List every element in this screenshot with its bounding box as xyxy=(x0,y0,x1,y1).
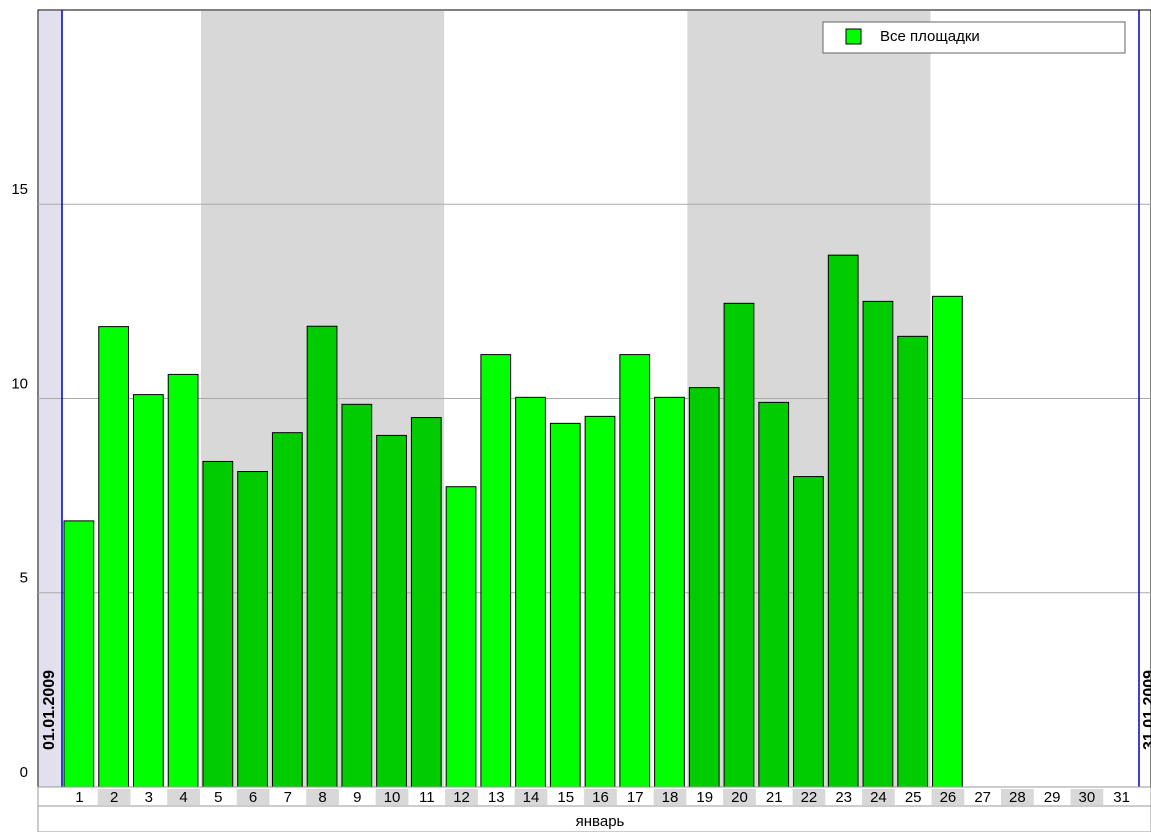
legend xyxy=(822,21,1126,54)
bar xyxy=(306,325,338,788)
x-axis-label: январь xyxy=(576,813,625,830)
bar xyxy=(897,335,929,788)
bar-layer xyxy=(63,254,963,788)
x-tick-label: 8 xyxy=(318,789,326,806)
bar xyxy=(688,387,720,788)
day-cell xyxy=(445,789,478,805)
y-tick-label: 0 xyxy=(20,764,28,781)
bar xyxy=(341,403,373,788)
x-tick-label: 23 xyxy=(835,789,852,806)
day-cell xyxy=(1070,789,1104,805)
x-tick-label: 31 xyxy=(1113,789,1130,806)
bar xyxy=(271,432,303,788)
x-tick-label: 12 xyxy=(453,789,470,806)
day-cell xyxy=(792,789,826,805)
bar xyxy=(827,254,859,788)
day-cell xyxy=(723,789,756,805)
x-tick-label: 1 xyxy=(75,789,83,806)
x-tick-label: 30 xyxy=(1079,789,1096,806)
x-tick-label: 9 xyxy=(353,789,361,806)
bar xyxy=(202,460,234,788)
bar xyxy=(619,354,651,788)
day-cell xyxy=(862,789,895,805)
y-tick-label: 15 xyxy=(11,181,28,198)
x-tick-label: 6 xyxy=(249,789,257,806)
bar xyxy=(654,396,685,788)
day-cell xyxy=(306,789,339,805)
bar xyxy=(480,354,512,788)
bar xyxy=(167,373,199,788)
bar xyxy=(723,302,755,788)
x-tick-label: 7 xyxy=(284,789,292,806)
day-cell xyxy=(584,789,617,805)
y-tick-label: 5 xyxy=(20,570,28,587)
bar xyxy=(63,520,95,788)
x-tick-label: 21 xyxy=(766,789,783,806)
x-tick-label: 18 xyxy=(662,789,679,806)
x-tick-label: 25 xyxy=(905,789,922,806)
day-cell xyxy=(167,789,200,805)
x-tick-label: 17 xyxy=(627,789,644,806)
bar xyxy=(758,401,790,788)
x-tick-label: 29 xyxy=(1044,789,1061,806)
x-tick-label: 24 xyxy=(870,789,887,806)
bar xyxy=(132,394,164,788)
bar xyxy=(410,417,442,788)
legend-label: Все площадки xyxy=(880,28,980,45)
x-tick-label: 15 xyxy=(557,789,574,806)
day-cell xyxy=(514,789,548,805)
x-tick-label: 11 xyxy=(419,789,435,806)
x-tick-label: 2 xyxy=(110,789,118,806)
bar xyxy=(98,326,129,788)
legend-swatch xyxy=(845,28,862,45)
day-cell xyxy=(236,789,270,805)
bar xyxy=(932,295,963,788)
end-label: 31.01.2009 xyxy=(1141,670,1151,750)
month-row xyxy=(37,805,1151,832)
bar xyxy=(549,422,581,788)
day-cell xyxy=(97,789,131,805)
bar xyxy=(584,415,616,788)
x-tick-label: 3 xyxy=(145,789,153,806)
bar xyxy=(237,471,268,788)
x-tick-label: 13 xyxy=(488,789,505,806)
bar xyxy=(793,476,824,788)
x-tick-label: 14 xyxy=(523,789,540,806)
x-tick-label: 4 xyxy=(179,789,187,806)
x-tick-label: 5 xyxy=(214,789,222,806)
y-tick-label: 10 xyxy=(11,375,28,392)
day-cell xyxy=(931,789,965,805)
x-tick-label: 26 xyxy=(940,789,957,806)
bar xyxy=(862,300,894,788)
x-tick-label: 16 xyxy=(592,789,609,806)
bar xyxy=(515,396,546,788)
x-labels: 1 2 3 4 5 6 7 8 9 10 11 12 13 14 15 16 17 18 19 20 21 22 23 24 2… xyxy=(75,789,1130,806)
x-tick-label: 28 xyxy=(1009,789,1026,806)
start-label: 01.01.2009 xyxy=(41,670,58,750)
bar xyxy=(376,434,407,788)
x-tick-label: 19 xyxy=(696,789,713,806)
x-tick-label: 10 xyxy=(384,789,401,806)
bar xyxy=(445,486,477,788)
day-cell xyxy=(653,789,687,805)
x-tick-label: 27 xyxy=(974,789,991,806)
x-tick-label: 22 xyxy=(801,789,818,806)
x-tick-label: 20 xyxy=(731,789,748,806)
day-cell xyxy=(375,789,409,805)
day-cell xyxy=(1001,789,1034,805)
